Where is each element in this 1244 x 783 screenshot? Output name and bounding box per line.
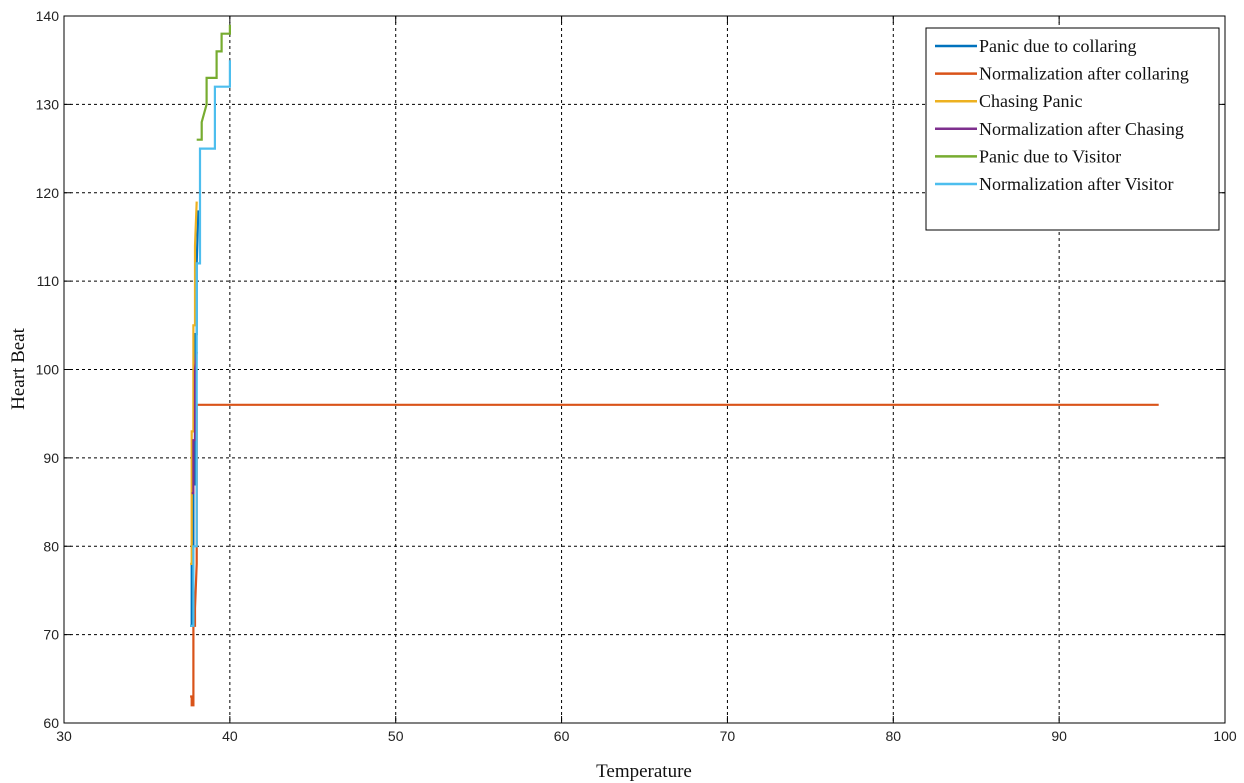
y-tick-label: 110 [37,273,60,289]
legend-label: Normalization after Chasing [979,119,1184,139]
series-line [190,60,231,627]
x-tick-label: 70 [720,728,736,744]
y-tick-label: 130 [36,96,60,112]
legend: Panic due to collaring Normalization afte… [925,27,1220,231]
legend-label: Normalization after Visitor [979,174,1174,194]
legend-label: Panic due to Visitor [979,146,1121,166]
series-line [196,24,231,141]
y-tick-label: 90 [43,450,59,466]
x-axis-title: Temperature [596,761,692,782]
x-tick-label: 50 [388,728,404,744]
y-tick-label: 120 [36,185,60,201]
legend-label: Normalization after collaring [979,64,1189,84]
y-tick-label: 60 [43,715,59,731]
x-tick-label: 30 [56,728,72,744]
legend-label: Panic due to collaring [979,36,1136,56]
y-tick-label: 70 [43,627,59,643]
x-tick-label: 90 [1051,728,1067,744]
y-axis-title: Heart Beat [8,327,29,409]
y-tick-label: 80 [43,538,59,554]
axis-ticks: 30 40 50 60 70 80 90 100 60 70 80 90 100 110 120 130 140 [36,8,1237,744]
x-tick-label: 100 [1213,728,1237,744]
x-tick-label: 40 [222,728,238,744]
y-tick-label: 140 [36,8,60,24]
series-line [190,201,198,566]
x-tick-label: 80 [885,728,901,744]
x-tick-label: 60 [554,728,570,744]
series-line [191,351,198,495]
legend-label: Chasing Panic [979,91,1083,111]
y-tick-label: 100 [36,362,60,378]
series-lines [190,24,1159,707]
